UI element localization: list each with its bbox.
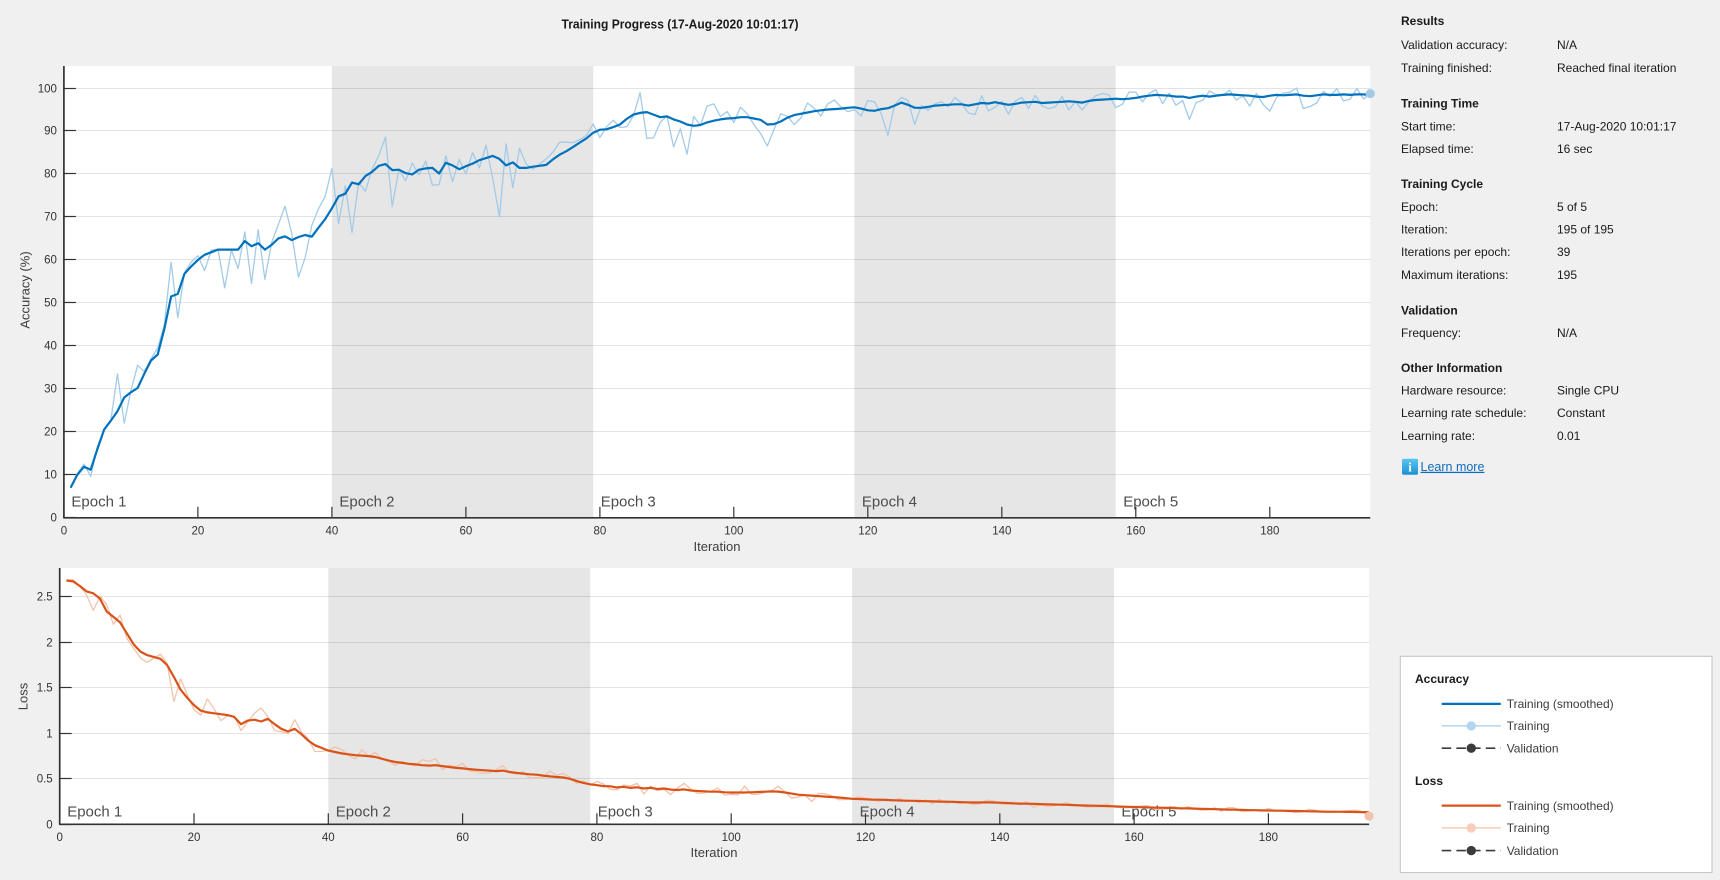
svg-text:0: 0 (50, 513, 56, 525)
svg-text:Hardware resource:: Hardware resource: (1401, 384, 1506, 398)
svg-text:60: 60 (44, 255, 57, 267)
svg-text:100: 100 (38, 84, 57, 96)
svg-text:Training: Training (1507, 719, 1550, 733)
svg-text:80: 80 (594, 525, 607, 537)
svg-text:Training finished:: Training finished: (1401, 61, 1492, 75)
svg-text:20: 20 (44, 427, 57, 439)
svg-text:Epoch 5: Epoch 5 (1123, 494, 1178, 511)
svg-text:i: i (1408, 460, 1412, 475)
svg-text:Loss: Loss (1415, 774, 1443, 788)
svg-text:Epoch 2: Epoch 2 (336, 804, 391, 821)
svg-text:160: 160 (1125, 832, 1144, 844)
svg-text:1.5: 1.5 (37, 683, 53, 695)
svg-text:N/A: N/A (1557, 38, 1577, 52)
svg-text:Epoch 1: Epoch 1 (71, 494, 126, 511)
svg-text:N/A: N/A (1557, 326, 1577, 340)
svg-text:40: 40 (326, 525, 339, 537)
svg-text:Training (smoothed): Training (smoothed) (1507, 697, 1614, 711)
svg-text:Epoch 2: Epoch 2 (339, 494, 394, 511)
svg-text:Validation accuracy:: Validation accuracy: (1401, 38, 1508, 52)
svg-text:Single CPU: Single CPU (1557, 384, 1619, 398)
svg-text:Iteration: Iteration (691, 845, 738, 860)
svg-text:40: 40 (44, 341, 57, 353)
svg-text:0: 0 (61, 525, 67, 537)
svg-text:Constant: Constant (1557, 406, 1606, 420)
svg-text:40: 40 (322, 832, 335, 844)
svg-text:0.01: 0.01 (1557, 429, 1581, 443)
svg-text:Training: Training (1507, 821, 1550, 835)
svg-text:60: 60 (460, 525, 473, 537)
svg-text:0.5: 0.5 (37, 774, 53, 786)
svg-text:Other Information: Other Information (1401, 361, 1502, 375)
svg-text:Accuracy: Accuracy (1415, 672, 1469, 686)
svg-text:Accuracy (%): Accuracy (%) (18, 251, 33, 328)
svg-text:Loss: Loss (16, 682, 31, 710)
svg-text:Learn more: Learn more (1421, 460, 1485, 474)
svg-text:80: 80 (591, 832, 604, 844)
svg-text:120: 120 (858, 525, 877, 537)
svg-text:195: 195 (1557, 268, 1577, 282)
svg-text:70: 70 (44, 212, 57, 224)
svg-text:Training Time: Training Time (1401, 97, 1479, 111)
svg-text:2: 2 (46, 638, 52, 650)
svg-text:180: 180 (1260, 525, 1279, 537)
svg-text:160: 160 (1126, 525, 1145, 537)
svg-text:Learning rate schedule:: Learning rate schedule: (1401, 406, 1526, 420)
svg-text:120: 120 (856, 832, 875, 844)
svg-text:80: 80 (44, 169, 57, 181)
svg-text:Validation: Validation (1401, 303, 1458, 317)
svg-text:180: 180 (1259, 832, 1278, 844)
svg-text:Training (smoothed): Training (smoothed) (1507, 799, 1614, 813)
svg-text:0: 0 (46, 820, 52, 832)
svg-text:Epoch 4: Epoch 4 (862, 494, 917, 511)
svg-text:Training Progress (17-Aug-2020: Training Progress (17-Aug-2020 10:01:17) (562, 18, 799, 32)
svg-text:5 of 5: 5 of 5 (1557, 200, 1587, 214)
svg-text:195 of 195: 195 of 195 (1557, 223, 1614, 237)
svg-text:20: 20 (192, 525, 205, 537)
svg-text:Frequency:: Frequency: (1401, 326, 1461, 340)
svg-text:30: 30 (44, 384, 57, 396)
svg-text:10: 10 (44, 470, 57, 482)
svg-text:Epoch:: Epoch: (1401, 200, 1438, 214)
svg-text:140: 140 (992, 525, 1011, 537)
svg-text:1: 1 (46, 729, 52, 741)
svg-text:Iterations per epoch:: Iterations per epoch: (1401, 245, 1510, 259)
svg-text:100: 100 (724, 525, 743, 537)
svg-text:100: 100 (722, 832, 741, 844)
svg-text:17-Aug-2020 10:01:17: 17-Aug-2020 10:01:17 (1557, 119, 1677, 133)
svg-text:Maximum iterations:: Maximum iterations: (1401, 268, 1508, 282)
svg-text:Elapsed time:: Elapsed time: (1401, 142, 1474, 156)
svg-text:Learning rate:: Learning rate: (1401, 429, 1475, 443)
svg-text:Iteration:: Iteration: (1401, 223, 1448, 237)
svg-text:39: 39 (1557, 245, 1571, 259)
svg-text:16 sec: 16 sec (1557, 142, 1592, 156)
svg-text:50: 50 (44, 298, 57, 310)
svg-text:60: 60 (456, 832, 469, 844)
svg-text:Start time:: Start time: (1401, 119, 1456, 133)
svg-text:Results: Results (1401, 14, 1445, 28)
svg-text:0: 0 (56, 832, 62, 844)
svg-text:Iteration: Iteration (694, 539, 741, 554)
svg-text:140: 140 (990, 832, 1009, 844)
svg-text:Reached final iteration: Reached final iteration (1557, 61, 1676, 75)
svg-text:20: 20 (188, 832, 201, 844)
svg-text:Epoch 3: Epoch 3 (601, 494, 656, 511)
svg-text:Validation: Validation (1507, 742, 1559, 756)
svg-text:Epoch 4: Epoch 4 (860, 804, 915, 821)
svg-text:Epoch 3: Epoch 3 (598, 804, 653, 821)
svg-text:90: 90 (44, 126, 57, 138)
svg-text:Validation: Validation (1507, 844, 1559, 858)
svg-text:2.5: 2.5 (37, 592, 53, 604)
svg-text:Epoch 1: Epoch 1 (67, 804, 122, 821)
svg-text:Training Cycle: Training Cycle (1401, 177, 1483, 191)
